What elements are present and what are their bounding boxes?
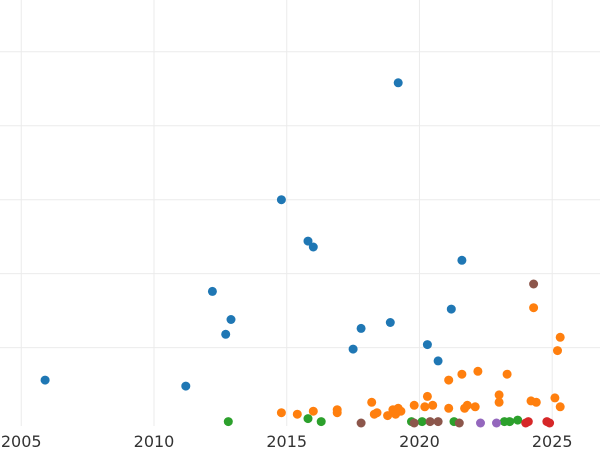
data-point — [523, 417, 533, 427]
data-point — [385, 318, 395, 327]
grid — [0, 0, 600, 426]
x-tick-label: 2005 — [1, 432, 42, 450]
data-point — [553, 346, 562, 356]
data-point — [494, 390, 504, 400]
data-point — [476, 418, 485, 428]
data-point — [181, 381, 191, 391]
data-point — [531, 397, 541, 407]
data-point — [422, 340, 432, 350]
data-point — [462, 400, 472, 410]
data-point — [433, 356, 443, 366]
data-point — [292, 409, 302, 419]
data-points — [40, 78, 565, 428]
data-point — [492, 418, 501, 428]
data-point — [555, 402, 565, 412]
data-point — [409, 400, 419, 410]
data-point — [444, 375, 454, 385]
data-point — [356, 418, 366, 428]
data-point — [316, 417, 326, 427]
data-point — [276, 195, 286, 205]
data-point — [40, 375, 50, 385]
data-point — [454, 418, 464, 428]
data-point — [417, 417, 427, 427]
data-point — [457, 255, 467, 265]
data-point — [348, 344, 358, 354]
data-point — [372, 408, 382, 418]
x-tick-label: 2015 — [266, 432, 307, 450]
data-point — [356, 323, 366, 333]
data-point — [529, 303, 539, 313]
data-point — [276, 408, 286, 418]
x-tick-label: 2025 — [532, 432, 573, 450]
data-point — [550, 393, 560, 403]
data-point — [409, 418, 419, 428]
x-axis-tick-labels: 2005 2010 2015 2020 2025 — [1, 432, 573, 450]
data-point — [223, 417, 233, 427]
data-point — [513, 415, 523, 425]
data-point — [425, 417, 435, 427]
data-point — [303, 414, 313, 424]
data-point — [457, 369, 467, 379]
data-point — [221, 329, 231, 339]
data-point — [545, 418, 555, 428]
data-point — [308, 242, 318, 252]
data-point — [428, 400, 438, 410]
data-point — [393, 78, 403, 88]
x-tick-label: 2020 — [399, 432, 440, 450]
data-point — [502, 369, 512, 379]
data-point — [494, 397, 504, 407]
data-point — [505, 417, 515, 427]
data-point — [422, 391, 432, 401]
data-point — [226, 315, 236, 324]
data-point — [308, 406, 318, 416]
x-tick-label: 2010 — [134, 432, 175, 450]
data-point — [367, 397, 377, 407]
data-point — [470, 402, 480, 412]
data-point — [473, 366, 483, 376]
data-point — [420, 402, 430, 412]
data-point — [555, 332, 565, 342]
data-point — [207, 286, 217, 296]
data-point — [303, 236, 313, 246]
data-point — [396, 406, 406, 416]
data-point — [332, 408, 342, 418]
data-point — [444, 403, 454, 413]
data-point — [446, 304, 456, 314]
data-point — [433, 417, 443, 427]
data-point — [529, 279, 539, 289]
data-point — [383, 411, 393, 421]
